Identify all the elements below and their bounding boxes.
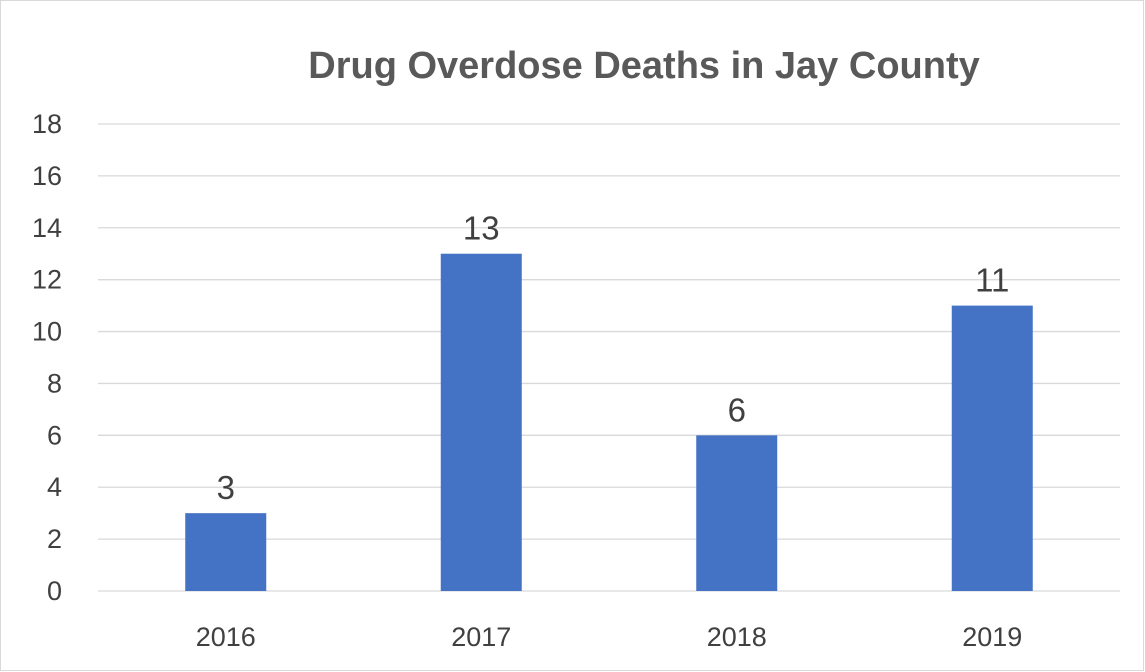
y-tick-label: 4 bbox=[47, 472, 62, 502]
bar-2019 bbox=[951, 305, 1033, 591]
data-label-2016: 3 bbox=[217, 469, 235, 506]
x-tick-label: 2019 bbox=[962, 622, 1022, 652]
bar-2016 bbox=[185, 513, 267, 591]
y-tick-label: 12 bbox=[32, 265, 62, 295]
data-label-2019: 11 bbox=[975, 262, 1009, 299]
x-tick-label: 2018 bbox=[707, 622, 767, 652]
x-tick-label: 2016 bbox=[196, 622, 256, 652]
chart-title: Drug Overdose Deaths in Jay County bbox=[308, 45, 980, 87]
gridlines bbox=[98, 123, 1120, 592]
y-axis-tick-labels: 0 2 4 6 8 10 12 14 16 18 bbox=[32, 109, 62, 606]
data-labels: 3 13 6 11 bbox=[217, 210, 1010, 506]
y-tick-label: 14 bbox=[32, 213, 62, 243]
y-tick-label: 18 bbox=[32, 109, 62, 139]
y-tick-label: 0 bbox=[47, 576, 62, 606]
x-axis-tick-labels: 2016 2017 2018 2019 bbox=[196, 622, 1023, 652]
bar-2017 bbox=[440, 253, 522, 591]
y-tick-label: 6 bbox=[47, 420, 62, 450]
y-tick-label: 10 bbox=[32, 317, 62, 347]
data-label-2018: 6 bbox=[728, 391, 746, 428]
bar-2018 bbox=[696, 435, 778, 591]
x-tick-label: 2017 bbox=[451, 622, 511, 652]
y-tick-label: 16 bbox=[32, 161, 62, 191]
y-tick-label: 2 bbox=[47, 524, 62, 554]
y-tick-label: 8 bbox=[47, 368, 62, 398]
bars bbox=[185, 253, 1033, 591]
data-label-2017: 13 bbox=[463, 210, 500, 247]
